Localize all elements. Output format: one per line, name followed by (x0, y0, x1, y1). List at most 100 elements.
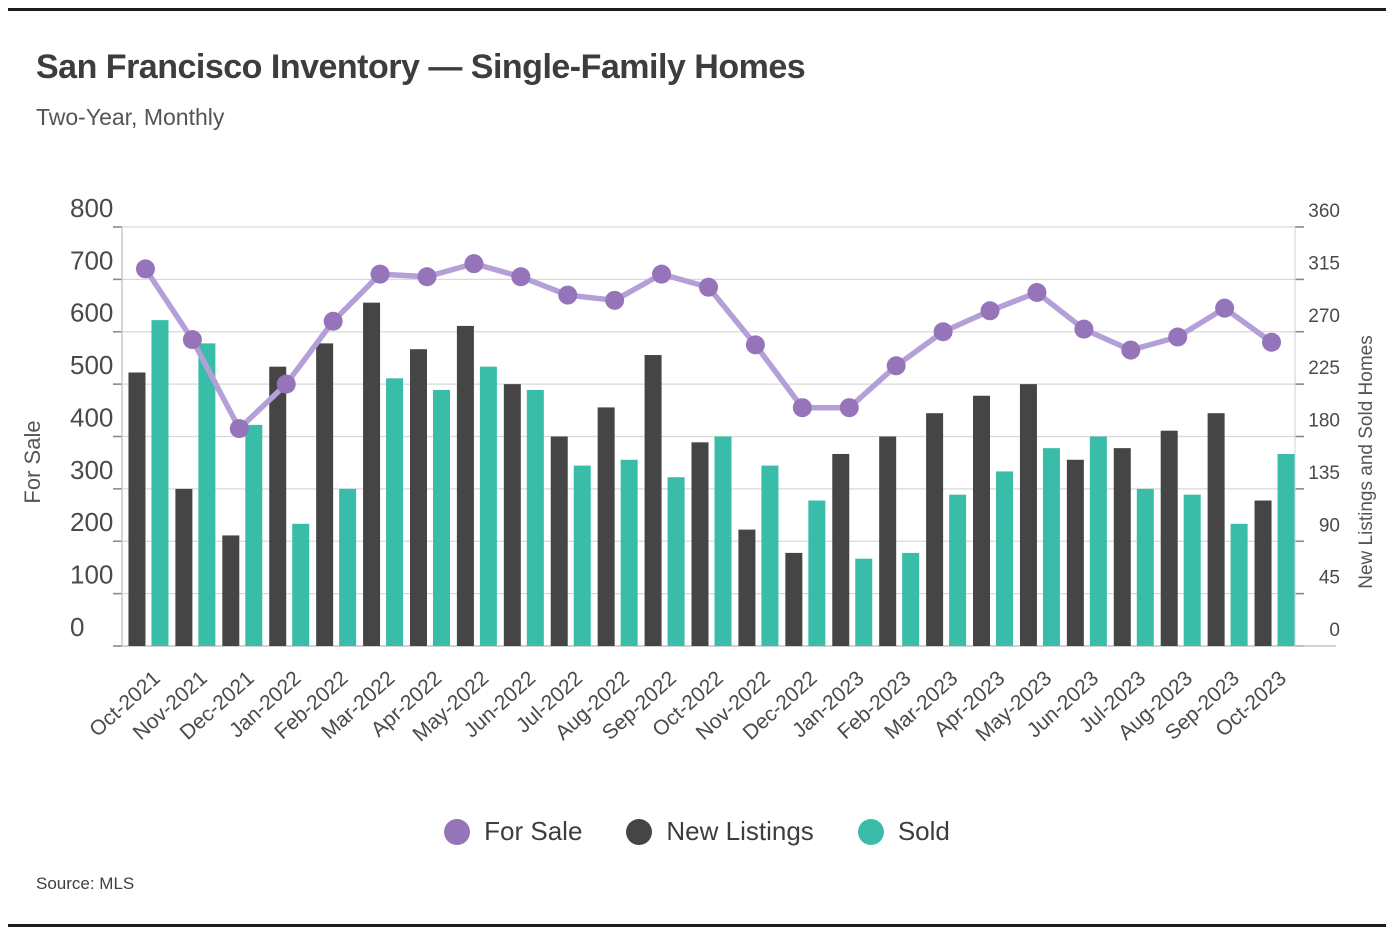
for-sale-point-Oct-2022 (699, 277, 718, 297)
bar-new-listings-May-2022 (456, 325, 474, 646)
left-axis-tick-label: 500 (70, 350, 113, 380)
for-sale-point-Mar-2022 (370, 264, 390, 284)
bar-new-listings-Mar-2022 (363, 302, 381, 646)
right-axis-tick-label: 225 (1308, 358, 1340, 379)
for-sale-point-Nov-2021 (182, 330, 202, 350)
bar-sold-Feb-2022 (339, 488, 357, 646)
bar-new-listings-Jun-2023 (1066, 459, 1084, 646)
for-sale-point-Oct-2021 (135, 259, 155, 279)
bar-new-listings-Oct-2023 (1254, 500, 1272, 646)
left-axis-tick-label: 300 (70, 455, 113, 485)
bar-new-listings-Feb-2022 (316, 343, 334, 646)
for-sale-point-Feb-2022 (323, 311, 343, 331)
for-sale-point-Jun-2023 (1074, 319, 1094, 339)
for-sale-point-Sep-2022 (652, 264, 672, 284)
bar-new-listings-Jun-2022 (503, 384, 521, 646)
bar-sold-Jan-2022 (292, 523, 310, 646)
chart-canvas: 0 0 100 45 200 90 300 135 400 180 500 225 600 270 700 3… (20, 193, 1377, 746)
bar-sold-Jun-2022 (526, 389, 544, 646)
for-sale-point-Apr-2023 (980, 301, 1000, 321)
bar-new-listings-Jan-2022 (269, 366, 287, 646)
legend-item-for-sale: For Sale (444, 816, 582, 847)
for-sale-point-May-2022 (464, 254, 484, 274)
bar-new-listings-May-2023 (1019, 384, 1037, 646)
bar-new-listings-Sep-2022 (644, 355, 662, 646)
bar-sold-Sep-2022 (667, 477, 685, 646)
bar-new-listings-Nov-2022 (738, 529, 756, 646)
right-axis-tick-label: 90 (1319, 515, 1340, 536)
left-axis-tick-label: 700 (70, 245, 113, 275)
bar-sold-May-2023 (1042, 448, 1060, 646)
bar-new-listings-Apr-2022 (409, 349, 427, 646)
for-sale-point-Sep-2023 (1215, 298, 1235, 318)
bar-new-listings-Oct-2022 (691, 442, 709, 646)
right-axis-title: New Listings and Sold Homes (1356, 335, 1377, 588)
for-sale-point-Jun-2022 (511, 267, 531, 287)
for-sale-point-Dec-2022 (792, 398, 812, 418)
for-sale-point-Feb-2023 (886, 356, 906, 376)
bar-new-listings-Mar-2023 (926, 413, 944, 646)
bar-sold-Oct-2023 (1277, 453, 1295, 646)
top-rule (8, 8, 1386, 11)
for-sale-point-Apr-2022 (417, 267, 437, 287)
for-sale-point-Nov-2022 (745, 335, 765, 355)
bar-sold-Feb-2023 (902, 552, 920, 646)
for-sale-point-May-2023 (1027, 282, 1047, 302)
legend-label: New Listings (666, 816, 814, 846)
left-axis-tick-label: 100 (70, 560, 113, 590)
left-axis-tick-label: 0 (70, 612, 84, 642)
left-axis-tick-label: 600 (70, 298, 113, 328)
legend: For Sale New Listings Sold (0, 816, 1394, 847)
bar-sold-Nov-2021 (198, 343, 216, 646)
right-axis-tick-label: 360 (1308, 201, 1340, 222)
for-sale-point-Jul-2023 (1121, 340, 1141, 360)
bar-sold-Mar-2022 (386, 378, 404, 646)
bar-sold-Jan-2023 (855, 558, 873, 646)
left-axis-tick-label: 800 (70, 193, 113, 223)
for-sale-point-Jan-2022 (276, 374, 296, 394)
left-axis-title: For Sale (20, 420, 45, 503)
legend-label: Sold (897, 816, 950, 846)
legend-label: For Sale (484, 816, 583, 846)
for-sale-point-Mar-2023 (933, 322, 953, 342)
left-axis-tick-label: 400 (70, 402, 113, 432)
for-sale-point-Aug-2022 (605, 290, 625, 310)
bar-sold-Oct-2021 (151, 320, 169, 646)
for-sale-point-Aug-2023 (1168, 327, 1188, 347)
bar-new-listings-Dec-2021 (222, 535, 240, 646)
bar-sold-Jul-2023 (1136, 488, 1154, 646)
right-axis-tick-label: 315 (1308, 253, 1340, 274)
bar-sold-Aug-2023 (1183, 494, 1201, 646)
bar-sold-Dec-2021 (245, 424, 263, 646)
source-note: Source: MLS (36, 874, 135, 893)
bar-sold-Jul-2022 (573, 465, 591, 646)
bar-new-listings-Nov-2021 (175, 488, 193, 646)
bar-sold-Apr-2022 (432, 389, 450, 646)
for-sale-point-Jul-2022 (558, 285, 578, 305)
bar-new-listings-Aug-2022 (597, 407, 615, 646)
bar-sold-Oct-2022 (714, 436, 732, 646)
bar-new-listings-Jan-2023 (832, 453, 850, 646)
bar-new-listings-Dec-2022 (785, 552, 803, 646)
for-sale-point-Jan-2023 (839, 398, 859, 418)
chart-subtitle: Two-Year, Monthly (36, 104, 225, 130)
bar-sold-Aug-2022 (620, 459, 638, 646)
bar-sold-Dec-2022 (808, 500, 826, 646)
bar-new-listings-Sep-2023 (1207, 413, 1225, 646)
bar-sold-Nov-2022 (761, 465, 779, 646)
bottom-rule (8, 924, 1386, 927)
bar-new-listings-Oct-2021 (128, 372, 146, 646)
bar-new-listings-Jul-2022 (550, 436, 568, 646)
bar-sold-Mar-2023 (949, 494, 967, 646)
right-axis-tick-label: 135 (1308, 463, 1340, 484)
right-axis-tick-label: 180 (1308, 411, 1340, 432)
for-sale-point-Oct-2023 (1262, 332, 1282, 352)
bar-sold-Sep-2023 (1230, 523, 1248, 646)
bar-new-listings-Aug-2023 (1160, 430, 1178, 646)
chart-title: San Francisco Inventory — Single-Family … (36, 48, 806, 86)
bar-new-listings-Apr-2023 (973, 395, 991, 646)
bar-sold-May-2022 (479, 366, 497, 646)
right-axis-tick-label: 0 (1329, 620, 1340, 641)
legend-item-new-listings: New Listings (626, 816, 814, 847)
